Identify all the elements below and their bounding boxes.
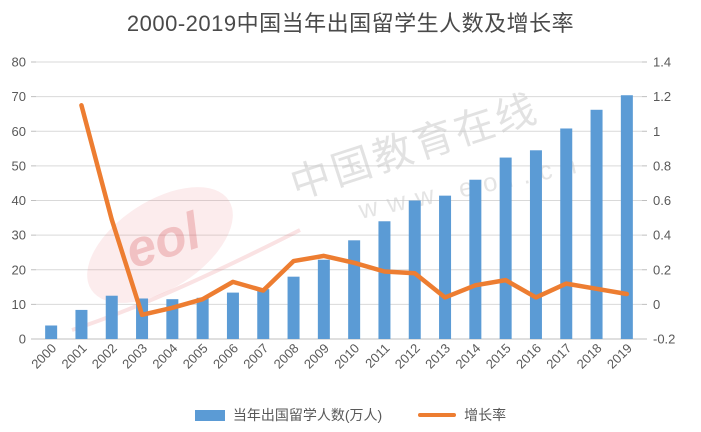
bar-2005 (196, 297, 209, 339)
x-axis-label-2013: 2013 (422, 341, 453, 372)
bar-2011 (378, 221, 391, 339)
x-axis-label-2002: 2002 (89, 341, 120, 372)
growth-rate-line (79, 103, 630, 318)
right-axis-label--0.2: -0.2 (653, 332, 675, 347)
eol-logo-swoosh (87, 187, 233, 303)
left-axis-label-60: 60 (12, 124, 26, 139)
x-axis-label-2007: 2007 (240, 341, 271, 372)
left-axis-label-10: 10 (12, 297, 26, 312)
bar-2012 (408, 200, 421, 339)
bar-2001 (75, 309, 88, 339)
legend-item-growth-rate: 增长率 (418, 405, 506, 425)
bar-2016 (529, 150, 542, 339)
right-axis-label-0.6: 0.6 (653, 193, 671, 208)
chart-legend: 当年出国留学人数(万人) 增长率 (0, 405, 701, 425)
x-axis-label-2010: 2010 (331, 341, 362, 372)
right-axis-label-1.4: 1.4 (653, 55, 671, 70)
bar-2002 (105, 295, 118, 339)
bar-2017 (560, 128, 573, 339)
left-axis-label-70: 70 (12, 89, 26, 104)
bar-2013 (439, 195, 452, 339)
x-axis-label-2019: 2019 (604, 341, 635, 372)
x-axis-label-2018: 2018 (574, 341, 605, 372)
x-axis-label-2004: 2004 (149, 341, 180, 372)
x-axis-label-2011: 2011 (362, 341, 392, 371)
left-axis-label-20: 20 (12, 262, 26, 277)
chart-title: 2000-2019中国当年出国留学生人数及增长率 (126, 11, 575, 36)
right-axis-label-0: 0 (653, 297, 660, 312)
legend-label-growth-rate: 增长率 (464, 407, 507, 423)
x-axis-label-2008: 2008 (271, 341, 302, 372)
x-axis-label-2006: 2006 (210, 341, 241, 372)
line-layer (79, 103, 630, 318)
bar-2018 (590, 109, 603, 339)
bar-2019 (620, 95, 633, 340)
bar-2008 (287, 276, 300, 339)
x-axis-label-2005: 2005 (180, 341, 211, 372)
legend-bar-swatch-icon (194, 409, 225, 421)
left-axis-label-50: 50 (12, 158, 26, 173)
right-axis-label-0.4: 0.4 (653, 228, 671, 243)
x-axis-label-2003: 2003 (119, 341, 150, 372)
legend-item-students: 当年出国留学人数(万人) (194, 405, 383, 425)
x-axis-label-2015: 2015 (483, 341, 514, 372)
right-axis-label-0.8: 0.8 (653, 158, 671, 173)
x-axis-label-2000: 2000 (28, 341, 59, 372)
right-axis-label-0.2: 0.2 (653, 262, 671, 277)
bar-2000 (45, 325, 58, 339)
left-axis-label-80: 80 (12, 55, 26, 70)
bar-2006 (226, 292, 239, 339)
x-axis-label-2014: 2014 (452, 341, 483, 372)
legend-line-swatch-icon (418, 413, 457, 417)
x-axis-label-2009: 2009 (301, 341, 332, 372)
left-axis-label-40: 40 (12, 193, 26, 208)
eol-logo-underline (71, 228, 301, 332)
bar-2010 (348, 240, 361, 339)
x-axis-label-2016: 2016 (513, 341, 544, 372)
bar-2007 (257, 289, 270, 339)
x-axis-label-2012: 2012 (392, 341, 423, 372)
left-axis-label-0: 0 (19, 332, 26, 347)
bar-2014 (469, 179, 482, 339)
bar-2009 (317, 259, 330, 339)
legend-label-students: 当年出国留学人数(万人) (232, 407, 383, 423)
x-axis-label-2017: 2017 (543, 341, 574, 372)
bars-layer (45, 95, 633, 340)
left-axis-label-30: 30 (12, 228, 26, 243)
right-axis-label-1.2: 1.2 (653, 89, 671, 104)
bar-2015 (499, 157, 512, 339)
right-axis-label-1: 1 (653, 124, 660, 139)
x-axis-label-2001: 2001 (59, 341, 90, 372)
